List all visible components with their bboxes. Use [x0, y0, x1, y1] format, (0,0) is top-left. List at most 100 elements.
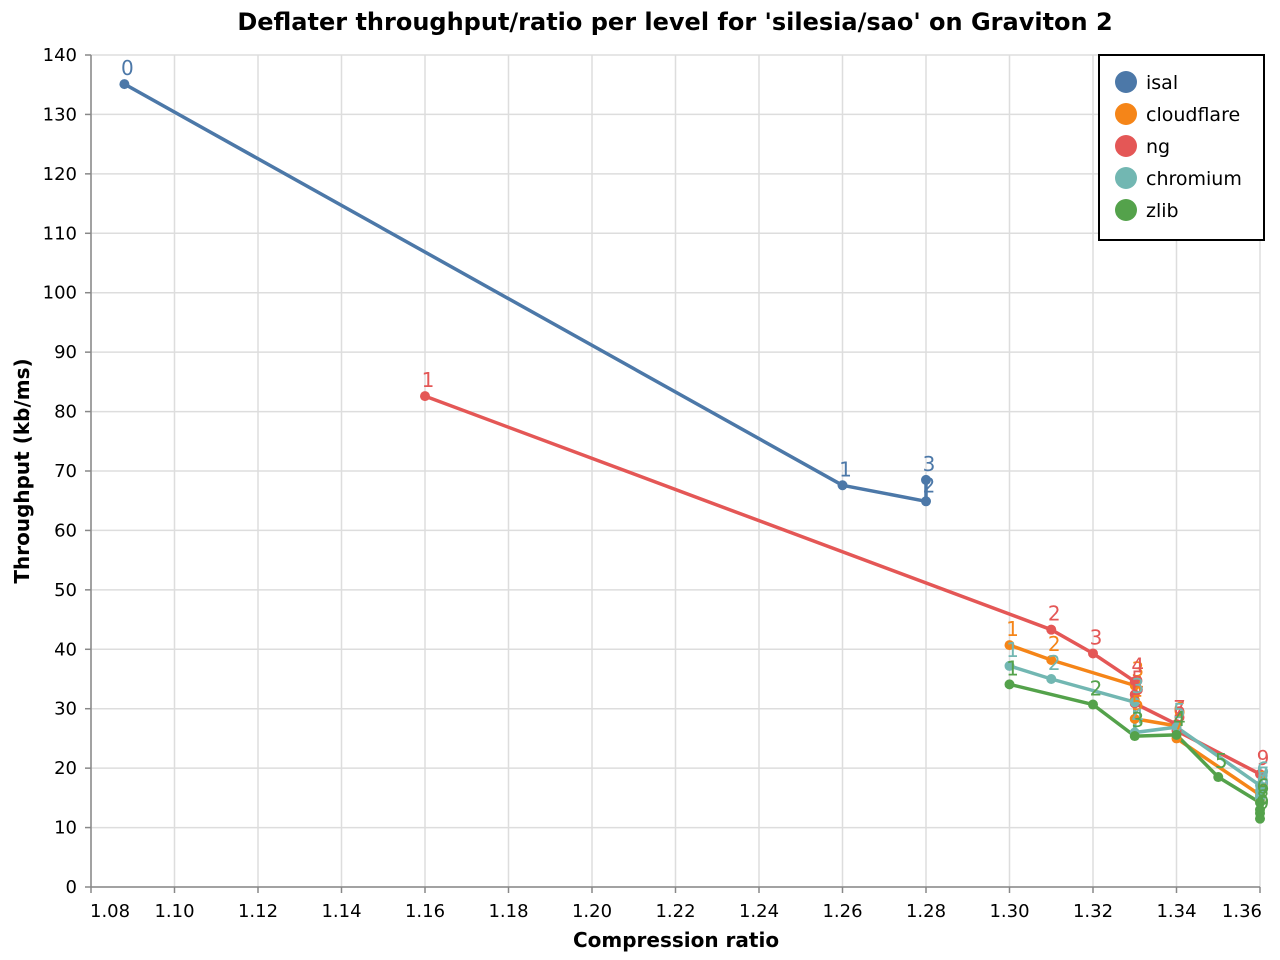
x-tick-label: 1.20: [572, 901, 612, 922]
data-point-cloudflare: [1129, 713, 1140, 724]
data-label-cloudflare: 4: [1131, 672, 1144, 696]
data-label-chromium: 6: [1257, 757, 1270, 781]
series-line-isal: [123, 82, 928, 504]
data-point-zlib: [1129, 731, 1140, 742]
legend-label-isal: isal: [1146, 72, 1178, 94]
data-point-ng: [1255, 769, 1265, 780]
data-point-zlib: [1088, 699, 1098, 710]
data-label-ng: 9: [1257, 746, 1270, 770]
data-point-isal: [119, 79, 130, 90]
x-tick-label: 1.16: [405, 901, 445, 922]
data-label-chromium: 9: [1257, 770, 1270, 794]
x-tick-label: 1.28: [906, 901, 946, 922]
data-point-ng: [1129, 676, 1140, 687]
data-label-zlib: 5: [1215, 749, 1228, 773]
y-tick-label: 80: [54, 402, 77, 423]
data-label-chromium: 7: [1257, 763, 1270, 787]
data-label-isal: 3: [923, 452, 936, 476]
data-label-ng: 5: [1131, 666, 1144, 690]
y-tick-label: 40: [54, 639, 77, 660]
data-label-ng: 1: [422, 368, 435, 392]
grid: [90, 54, 1261, 888]
data-point-ng: [420, 391, 430, 402]
data-point-isal: [921, 496, 931, 507]
legend-swatch-cloudflare: [1115, 103, 1137, 125]
x-tick-label: 1.12: [238, 901, 278, 922]
data-point-chromium: [1129, 697, 1140, 708]
y-tick-label: 50: [54, 580, 77, 601]
legend-label-ng: ng: [1146, 136, 1170, 158]
data-label-chromium: 4: [1131, 704, 1144, 728]
legend-swatch-zlib: [1115, 199, 1137, 221]
x-axis-title: Compression ratio: [573, 928, 779, 952]
data-point-ng: [1088, 648, 1098, 659]
y-tick-label: 20: [54, 758, 77, 779]
data-point-isal: [837, 480, 848, 491]
legend-swatch-ng: [1115, 135, 1137, 157]
data-point-ng: [1046, 624, 1057, 635]
legend-swatch-isal: [1115, 71, 1137, 93]
data-label-zlib: 2: [1090, 677, 1103, 701]
axes: 1.08 1.10 1.12 1.14 1.16 1.18 1.20 1.22 1.24 1.26…: [43, 45, 1262, 922]
data-label-isal: 0: [121, 56, 134, 80]
data-label-zlib: 6: [1257, 775, 1270, 799]
data-point-chromium: [1004, 660, 1015, 671]
data-label-chromium: 5: [1173, 699, 1186, 723]
data-label-ng: 2: [1048, 602, 1061, 626]
data-point-ng: [1129, 689, 1140, 700]
data-label-cloudflare: 1: [1006, 617, 1019, 641]
legend-label-chromium: chromium: [1146, 168, 1242, 190]
x-tick-label: 1.34: [1156, 901, 1196, 922]
data-label-ng: 6: [1131, 675, 1144, 699]
x-tick-label: 1.30: [989, 901, 1029, 922]
y-tick-label: 140: [43, 45, 77, 66]
x-tick-label: 1.22: [655, 901, 695, 922]
data-label-cloudflare: 6: [1173, 698, 1186, 722]
y-tick-label: 0: [66, 877, 77, 898]
chart-title: Deflater throughput/ratio per level for …: [237, 8, 1112, 36]
x-tick-label: 1.32: [1073, 901, 1113, 922]
data-label-ng: 3: [1090, 625, 1103, 649]
data-label-cloudflare: 3: [1131, 658, 1144, 682]
data-label-isal: 1: [839, 457, 852, 481]
data-label-cloudflare: 7: [1173, 710, 1186, 734]
legend-label-zlib: zlib: [1146, 200, 1179, 222]
y-tick-label: 10: [54, 818, 77, 839]
x-tick-label: 1.10: [154, 901, 194, 922]
data-point-zlib: [1255, 813, 1265, 824]
data-label-zlib: 1: [1006, 656, 1019, 680]
legend-swatch-chromium: [1115, 167, 1137, 189]
y-tick-label: 120: [43, 164, 77, 185]
data-point-chromium: [1171, 722, 1182, 733]
x-tick-label: 1.24: [739, 901, 779, 922]
data-label-cloudflare: 8: [1257, 767, 1270, 791]
data-point-cloudflare: [1004, 640, 1015, 651]
y-axis-title: Throughput (kb/ms): [10, 358, 34, 583]
y-tick-label: 30: [54, 699, 77, 720]
data-label-zlib: 4: [1173, 707, 1186, 731]
data-label-cloudflare: 9: [1257, 772, 1270, 796]
data-point-zlib: [1004, 679, 1015, 690]
data-point-zlib: [1171, 729, 1182, 740]
legend-label-cloudflare: cloudflare: [1146, 104, 1240, 126]
data-label-zlib: 7: [1257, 782, 1270, 806]
x-tick-label: 1.14: [321, 901, 361, 922]
data-point-cloudflare: [1046, 654, 1057, 665]
data-label-cloudflare: 5: [1131, 691, 1144, 715]
data-label-isal: 2: [923, 473, 936, 497]
data-label-ng: 4: [1131, 653, 1144, 677]
y-tick-label: 100: [43, 283, 77, 304]
y-tick-label: 60: [54, 520, 77, 541]
data-label-zlib: 9: [1257, 791, 1270, 815]
y-tick-label: 110: [43, 223, 77, 244]
y-tick-label: 130: [43, 104, 77, 125]
data-point-zlib: [1213, 772, 1224, 783]
y-tick-label: 90: [54, 342, 77, 363]
data-label-chromium: 8: [1257, 768, 1270, 792]
data-label-cloudflare: 2: [1048, 632, 1061, 656]
data-label-chromium: 1: [1006, 638, 1019, 662]
data-label-ng: 7: [1173, 696, 1186, 720]
x-tick-label: 1.08: [90, 901, 130, 922]
